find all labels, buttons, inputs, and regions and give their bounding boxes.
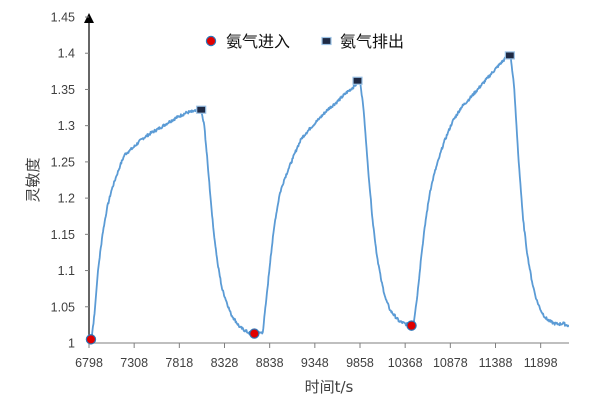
x-tick-label: 10878 (433, 356, 468, 370)
axes (84, 13, 569, 348)
y-tick-label: 1.3 (58, 119, 75, 133)
x-tick-label: 10368 (388, 356, 423, 370)
legend: 氨气进入 氨气排出 (205, 32, 404, 51)
ammonia-out-point (352, 76, 363, 85)
y-tick-label: 1.15 (51, 228, 75, 242)
x-tick-label: 8838 (256, 356, 284, 370)
tick-labels: 1 1.05 1.1 1.15 1.2 1.25 1.3 1.35 1.4 1.45 6798 730… (51, 11, 558, 371)
y-tick-label: 1.45 (51, 11, 75, 25)
series-line (88, 54, 570, 342)
x-tick-label: 11388 (479, 356, 513, 370)
event-markers (85, 51, 515, 345)
x-tick-label: 11898 (524, 356, 558, 370)
ammonia-out-point (504, 51, 515, 60)
x-tick-label: 8328 (211, 356, 239, 370)
legend-label-out: 氨气排出 (340, 32, 404, 51)
ammonia-in-point (249, 328, 260, 339)
legend-marker-out (321, 36, 332, 46)
x-tick-label: 7818 (165, 356, 193, 370)
y-tick-label: 1.1 (58, 264, 75, 278)
x-tick-label: 9858 (346, 356, 374, 370)
x-tick-label: 6798 (75, 356, 103, 370)
x-tick-label: 7308 (120, 356, 148, 370)
legend-label-in: 氨气进入 (226, 32, 290, 51)
plot-area (88, 54, 570, 342)
y-axis-title: 灵敏度 (24, 157, 42, 202)
x-tick-label: 9348 (301, 356, 329, 370)
x-axis-title: 时间t/s (305, 378, 354, 396)
y-tick-label: 1.35 (51, 83, 75, 97)
y-tick-label: 1.4 (58, 47, 75, 61)
y-axis-arrow (84, 13, 94, 23)
legend-marker-in (205, 35, 217, 47)
y-tick-label: 1.05 (51, 300, 75, 314)
ammonia-in-point (406, 320, 417, 331)
ammonia-in-point (85, 334, 97, 345)
y-tick-label: 1 (68, 337, 75, 351)
y-tick-label: 1.25 (51, 155, 75, 169)
y-tick-label: 1.2 (58, 192, 75, 206)
ammonia-out-point (196, 105, 207, 114)
